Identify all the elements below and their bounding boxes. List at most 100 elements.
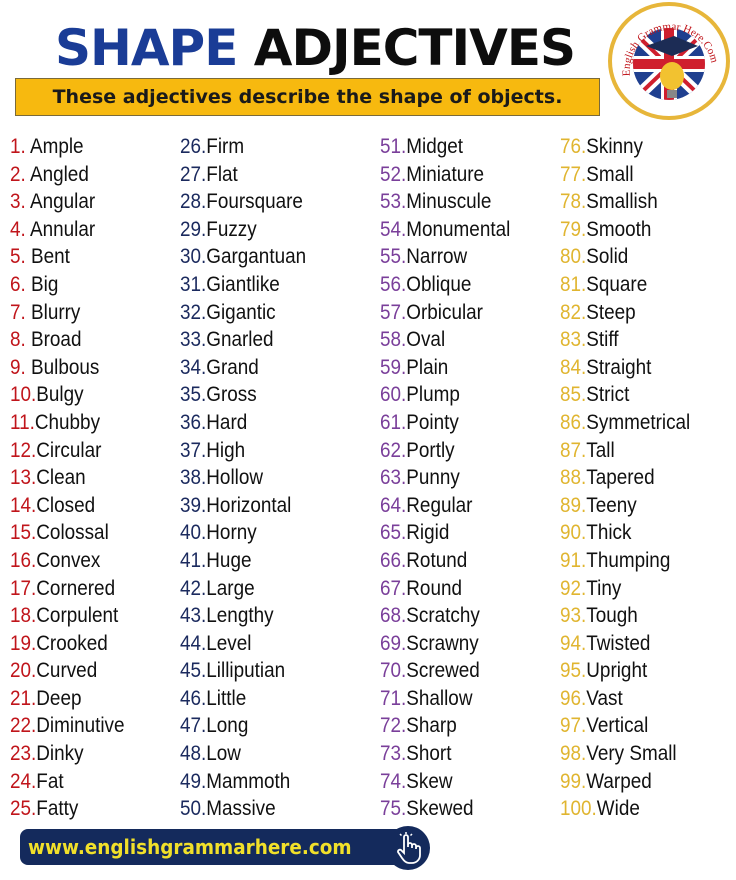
list-item: 21.Deep	[10, 685, 125, 713]
item-word: Stiff	[586, 328, 619, 352]
item-word: Fuzzy	[206, 217, 257, 241]
list-item: 42.Large	[180, 575, 306, 603]
list-item: 9. Bulbous	[10, 354, 125, 382]
item-word: Scrawny	[406, 631, 479, 655]
item-number: 99.	[560, 769, 587, 793]
item-word: Bulgy	[36, 383, 84, 407]
website-url[interactable]: www.englishgrammarhere.com	[28, 835, 352, 859]
website-link-banner[interactable]: www.englishgrammarhere.com	[20, 829, 412, 865]
list-item: 94.Twisted	[560, 630, 690, 658]
item-word: Oblique	[406, 272, 472, 296]
list-item: 95.Upright	[560, 657, 690, 685]
item-word: Short	[406, 742, 452, 766]
item-word: Gigantic	[206, 300, 276, 324]
item-number: 78.	[560, 190, 587, 214]
item-number: 51.	[380, 135, 407, 158]
item-word: Shallow	[406, 686, 473, 710]
list-item: 29.Fuzzy	[180, 216, 306, 244]
item-word: Small	[586, 162, 634, 186]
list-item: 43.Lengthy	[180, 602, 306, 630]
item-word: Giantlike	[206, 272, 280, 296]
item-word: Square	[586, 272, 648, 296]
list-item: 65.Rigid	[380, 519, 510, 547]
item-word: Lengthy	[206, 604, 274, 628]
item-word: Midget	[406, 135, 464, 158]
item-word: Diminutive	[36, 714, 125, 738]
item-word: Upright	[586, 659, 648, 683]
list-item: 74.Skew	[380, 768, 510, 796]
list-item: 51.Midget	[380, 133, 510, 161]
item-word: Flat	[206, 162, 238, 186]
list-item: 11.Chubby	[10, 409, 125, 437]
item-number: 98.	[560, 742, 587, 766]
site-logo-icon: English Grammar Here.Com	[608, 2, 730, 120]
list-item: 55.Narrow	[380, 243, 510, 271]
item-number: 70.	[380, 659, 407, 683]
list-item: 73.Short	[380, 740, 510, 768]
item-word: Skewed	[406, 797, 474, 821]
item-number: 8.	[10, 328, 32, 352]
item-word: Low	[206, 742, 241, 766]
item-number: 94.	[560, 631, 587, 655]
item-word: Angled	[29, 162, 89, 186]
item-word: Dinky	[36, 742, 84, 766]
item-number: 31.	[180, 272, 207, 296]
list-item: 86.Symmetrical	[560, 409, 690, 437]
list-item: 16.Convex	[10, 547, 125, 575]
list-item: 7. Blurry	[10, 299, 125, 327]
list-item: 5. Bent	[10, 243, 125, 271]
list-item: 71.Shallow	[380, 685, 510, 713]
item-number: 4.	[10, 217, 30, 241]
item-number: 19.	[10, 631, 37, 655]
item-number: 90.	[560, 521, 587, 545]
list-item: 56.Oblique	[380, 271, 510, 299]
list-item: 10.Bulgy	[10, 381, 125, 409]
item-number: 47.	[180, 714, 207, 738]
list-item: 85.Strict	[560, 381, 690, 409]
item-word: Bulbous	[31, 355, 100, 379]
list-item: 33.Gnarled	[180, 326, 306, 354]
title-shape: SHAPE	[55, 19, 238, 77]
item-number: 2.	[10, 162, 30, 186]
list-item: 76.Skinny	[560, 133, 690, 161]
list-item: 4. Annular	[10, 216, 125, 244]
item-number: 35.	[180, 383, 207, 407]
item-number: 33.	[180, 328, 207, 352]
item-number: 23.	[10, 742, 37, 766]
item-word: Cornered	[36, 576, 116, 600]
item-word: Horizontal	[206, 493, 292, 517]
item-number: 53.	[380, 190, 407, 214]
item-word: Curved	[36, 659, 98, 683]
item-word: Huge	[206, 548, 252, 572]
item-word: Straight	[586, 355, 652, 379]
list-item: 62.Portly	[380, 437, 510, 465]
list-item: 67.Round	[380, 575, 510, 603]
item-word: Skinny	[586, 135, 644, 158]
item-number: 1.	[10, 135, 30, 158]
item-number: 79.	[560, 217, 587, 241]
adjective-column-1: 1. Ample 2. Angled 3. Angular 4. Annular 5. …	[10, 133, 137, 823]
item-word: Rigid	[406, 521, 450, 545]
item-word: Broad	[31, 328, 82, 352]
list-item: 87.Tall	[560, 437, 690, 465]
item-number: 48.	[180, 742, 207, 766]
list-item: 57.Orbicular	[380, 299, 510, 327]
list-item: 68.Scratchy	[380, 602, 510, 630]
list-item: 53.Minuscule	[380, 188, 510, 216]
list-item: 79.Smooth	[560, 216, 690, 244]
item-word: Strict	[586, 383, 630, 407]
item-word: Convex	[36, 548, 101, 572]
item-word: Chubby	[34, 410, 101, 434]
item-number: 25.	[10, 797, 37, 821]
item-word: Blurry	[31, 300, 81, 324]
list-item: 24.Fat	[10, 768, 125, 796]
item-number: 6.	[10, 272, 32, 296]
item-number: 3.	[10, 190, 30, 214]
item-number: 30.	[180, 245, 207, 269]
item-number: 66.	[380, 548, 407, 572]
item-number: 55.	[380, 245, 407, 269]
item-word: Symmetrical	[586, 410, 691, 434]
list-item: 48.Low	[180, 740, 306, 768]
item-number: 96.	[560, 686, 587, 710]
item-number: 71.	[380, 686, 407, 710]
